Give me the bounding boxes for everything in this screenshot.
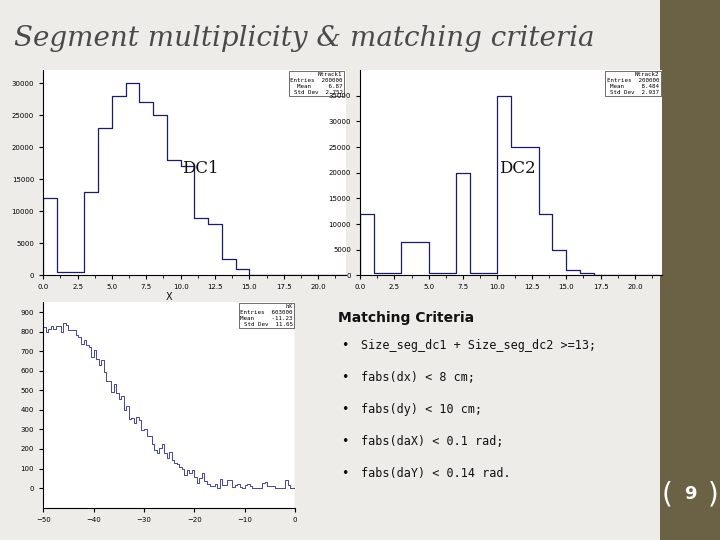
Text: fabs(daY) < 0.14 rad.: fabs(daY) < 0.14 rad. (361, 467, 510, 480)
Text: Segment multiplicity & matching criteria: Segment multiplicity & matching criteria (14, 25, 594, 52)
Text: DC2: DC2 (499, 160, 536, 177)
Text: •: • (341, 435, 349, 448)
Text: hX
Entries  603000
Mean     -11.23
Std Dev  11.65: hX Entries 603000 Mean -11.23 Std Dev 11… (240, 305, 292, 327)
Text: fabs(daX) < 0.1 rad;: fabs(daX) < 0.1 rad; (361, 435, 503, 448)
Text: •: • (341, 339, 349, 352)
Text: Ntrack1
Entries  200000
Mean     6.87
Std Dev  2.752: Ntrack1 Entries 200000 Mean 6.87 Std Dev… (290, 72, 343, 94)
Text: ): ) (708, 480, 719, 508)
Text: fabs(dx) < 8 cm;: fabs(dx) < 8 cm; (361, 371, 474, 384)
Text: DC1: DC1 (182, 160, 219, 177)
Text: fabs(dy) < 10 cm;: fabs(dy) < 10 cm; (361, 403, 482, 416)
Text: Size_seg_dc1 + Size_seg_dc2 >=13;: Size_seg_dc1 + Size_seg_dc2 >=13; (361, 339, 595, 352)
Text: Matching Criteria: Matching Criteria (338, 310, 474, 325)
Text: Ntrack2
Entries  200000
Mean     8.484
Std Dev  2.937: Ntrack2 Entries 200000 Mean 8.484 Std De… (607, 72, 660, 94)
Text: 9: 9 (684, 485, 696, 503)
Text: (: ( (662, 480, 672, 508)
Text: •: • (341, 467, 349, 480)
Title: X: X (166, 292, 173, 302)
Text: •: • (341, 403, 349, 416)
Text: •: • (341, 371, 349, 384)
